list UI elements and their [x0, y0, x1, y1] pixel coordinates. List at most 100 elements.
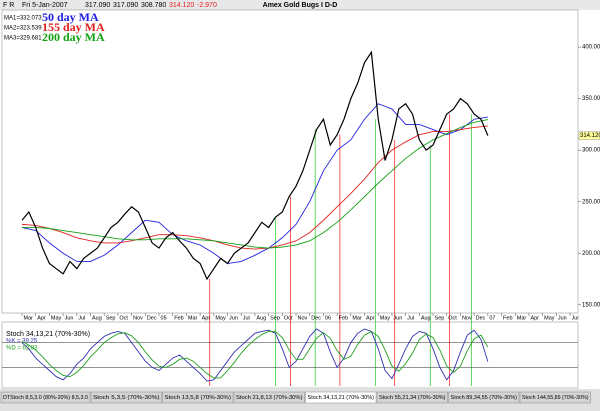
x-tick-label: Apr — [202, 315, 211, 321]
moving-average — [21, 125, 488, 250]
tab[interactable]: Stoch 5,3,5 (70%-30%) — [90, 391, 162, 404]
x-tick-label: Mar — [517, 315, 527, 321]
tab-label[interactable]: Stoch 144,55,89 (70%-30%) — [522, 395, 589, 401]
tab-label[interactable]: Stoch 13,5,8 (70%-30%) — [165, 395, 232, 401]
tab[interactable]: DTStoch 8,5,3.0 (80%-20%) 8,5,3.0 — [0, 391, 91, 404]
x-tick-label: May — [380, 315, 391, 321]
tab[interactable]: Stoch 34,13,21 (70%-30%) — [305, 391, 377, 404]
legend-label: MA3=329.681 — [4, 36, 42, 42]
x-tick-label: Dec — [147, 315, 157, 321]
legend-entry: 50 day MA — [42, 10, 99, 24]
moving-average — [22, 119, 488, 249]
y-tick-label: 200.000 — [582, 251, 600, 257]
x-tick-label: Mar — [24, 315, 34, 321]
header-date: Fri 5-Jan-2007 — [22, 2, 68, 9]
header-open: 317.090 — [85, 2, 110, 9]
x-tick-label: May — [51, 315, 62, 321]
header-low: 308.780 — [141, 2, 166, 9]
x-tick-label: Aug — [256, 315, 266, 321]
tab-label[interactable]: Stoch 89,34,55 (70%-30%) — [451, 395, 518, 401]
x-tick-label: Oct — [119, 315, 128, 321]
tab-box[interactable] — [519, 391, 591, 404]
x-tick-label: Feb — [339, 315, 348, 321]
legend-entry: 200 day MA — [42, 30, 105, 44]
stoch-panel — [1, 321, 579, 389]
stoch-line — [21, 330, 489, 379]
y-tick-label: 150.000 — [582, 302, 600, 308]
x-tick-label: May — [544, 315, 555, 321]
x-tick-label: Sep — [270, 315, 280, 321]
header-close: 314.120 — [169, 2, 194, 9]
x-tick-label: Dec — [476, 315, 486, 321]
last-price-box — [578, 131, 600, 140]
tab[interactable]: Stoch 21,8,13 (70%-30%) — [233, 391, 305, 404]
header-high: 317.090 — [113, 2, 138, 9]
tab-box[interactable] — [305, 391, 377, 404]
x-tick-label: Jul — [407, 315, 414, 321]
tab[interactable]: Stoch 89,34,55 (70%-30%) — [448, 391, 520, 404]
stoch-line — [21, 328, 489, 382]
x-tick-label: Jun — [393, 315, 402, 321]
price-line — [21, 50, 489, 281]
x-tick-label: Nov — [298, 315, 308, 321]
main-panel — [1, 9, 579, 314]
moving-average — [21, 103, 488, 265]
x-tick-label: Apr — [37, 315, 46, 321]
x-tick-label: 07 — [489, 315, 495, 321]
x-tick-label: Jun — [558, 315, 567, 321]
tab-label[interactable]: Stoch 5,3,5 (70%-30%) — [93, 395, 160, 401]
stoch-legend: %D = 62.83 — [6, 346, 38, 352]
tab-box[interactable] — [376, 391, 448, 404]
x-tick-label: Oct — [448, 315, 457, 321]
x-tick-label: Dec — [311, 315, 321, 321]
x-tick-label: May — [215, 315, 226, 321]
tab-box[interactable] — [448, 391, 520, 404]
y-tick-label: 250.000 — [582, 199, 600, 205]
tab-label[interactable]: Stoch 55,21,34 (70%-30%) — [379, 395, 446, 401]
x-tick-label: Jun — [229, 315, 238, 321]
legend-entry: 155 day MA — [42, 20, 105, 34]
x-tick-label: Mar — [352, 315, 362, 321]
tab-label[interactable]: DTStoch 8,5,3.0 (80%-20%) 8,5,3.0 — [3, 395, 88, 401]
x-tick-label: 06 — [325, 315, 331, 321]
menu[interactable]: F R — [3, 2, 14, 9]
x-tick-label: Jul — [78, 315, 85, 321]
tab[interactable]: Stoch 144,55,89 (70%-30%) — [519, 391, 591, 404]
chart-title: Amex Gold Bugs I D-D — [263, 2, 338, 9]
stoch-title: Stoch 34,13,21 (70%-30%) — [6, 331, 90, 338]
y-tick-label: 350.000 — [582, 96, 600, 102]
x-tick-label: Jun — [65, 315, 74, 321]
y-tick-label: 300.000 — [582, 148, 600, 154]
x-tick-label: Aug — [92, 315, 102, 321]
x-tick-label: Feb — [174, 315, 183, 321]
header-bar — [0, 0, 600, 10]
tab[interactable]: Stoch 13,5,8 (70%-30%) — [162, 391, 234, 404]
x-tick-label: Nov — [133, 315, 143, 321]
x-tick-label: Apr — [530, 315, 539, 321]
x-tick-label: Jul — [243, 315, 250, 321]
x-tick-label: Sep — [106, 315, 116, 321]
tab-label[interactable]: Stoch 21,8,13 (70%-30%) — [236, 395, 303, 401]
tab[interactable]: Stoch 55,21,34 (70%-30%) — [376, 391, 448, 404]
header-change: -2.970 — [197, 2, 217, 9]
tab-box[interactable] — [0, 391, 91, 404]
x-tick-label: Apr — [366, 315, 375, 321]
x-tick-label: Mar — [188, 315, 198, 321]
x-tick-label: Feb — [503, 315, 512, 321]
tab-box[interactable] — [90, 391, 162, 404]
legend-label: MA1=332.073 — [4, 16, 42, 22]
x-tick-label: Nov — [462, 315, 472, 321]
x-tick-label: Oct — [284, 315, 293, 321]
tab-box[interactable] — [162, 391, 234, 404]
x-tick-label: Aug — [421, 315, 431, 321]
tab-label[interactable]: Stoch 34,13,21 (70%-30%) — [308, 395, 375, 401]
x-tick-label: Sep — [435, 315, 445, 321]
tab-box[interactable] — [233, 391, 305, 404]
x-tick-label: 05 — [161, 315, 167, 321]
last-price-label: 314.120 — [580, 133, 600, 139]
legend-label: MA2=323.539 — [4, 26, 42, 32]
y-tick-label: 400.000 — [582, 45, 600, 51]
x-tick-label: Jul — [572, 315, 579, 321]
